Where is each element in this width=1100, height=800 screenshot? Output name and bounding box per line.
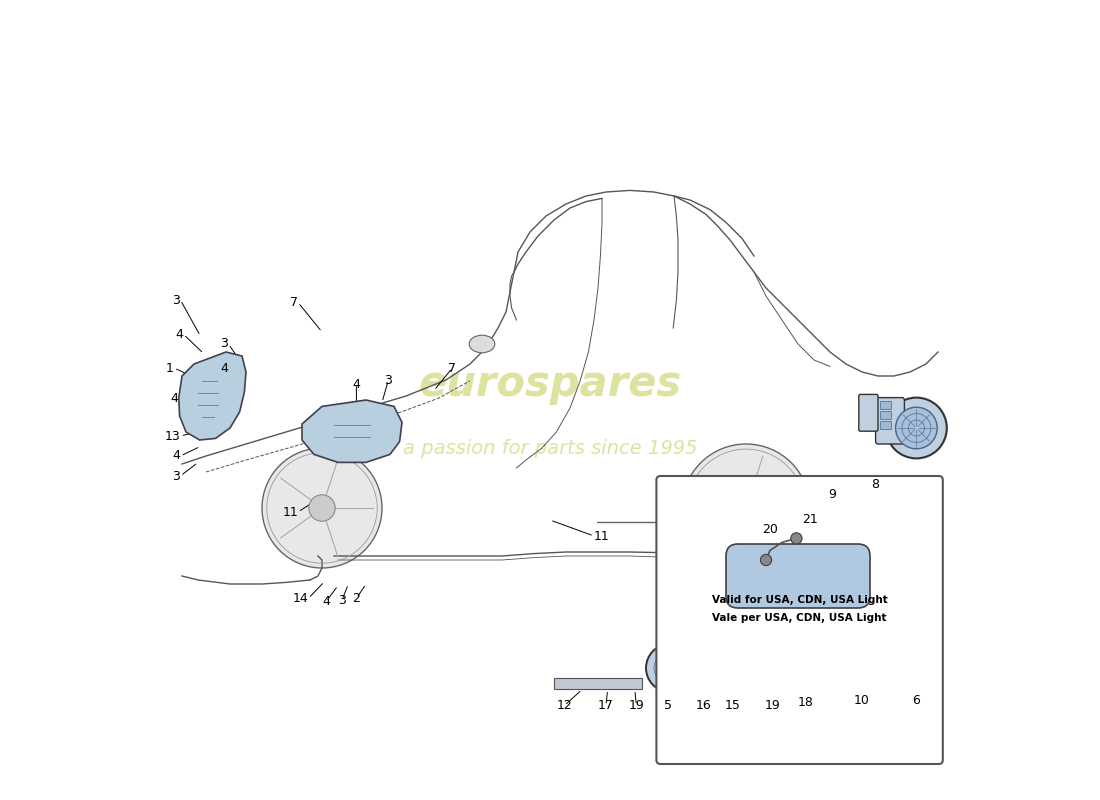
Circle shape xyxy=(760,554,771,566)
Text: 4: 4 xyxy=(220,362,229,374)
Circle shape xyxy=(886,398,947,458)
Text: 17: 17 xyxy=(598,699,614,712)
Bar xyxy=(554,678,642,689)
Text: 9: 9 xyxy=(828,488,836,501)
FancyBboxPatch shape xyxy=(876,398,904,444)
Text: 21: 21 xyxy=(802,514,818,526)
Text: 4: 4 xyxy=(322,595,330,608)
Text: 8: 8 xyxy=(871,478,880,490)
Text: 4: 4 xyxy=(170,392,178,405)
Circle shape xyxy=(682,444,810,572)
Circle shape xyxy=(791,533,802,544)
Text: 13: 13 xyxy=(165,430,180,442)
Text: 11: 11 xyxy=(283,506,298,518)
Circle shape xyxy=(732,494,760,522)
Text: 10: 10 xyxy=(854,694,870,706)
Circle shape xyxy=(262,448,382,568)
Text: 4: 4 xyxy=(173,450,180,462)
Ellipse shape xyxy=(470,335,495,353)
Polygon shape xyxy=(302,400,402,462)
FancyBboxPatch shape xyxy=(726,544,870,608)
Bar xyxy=(880,411,891,419)
Text: 3: 3 xyxy=(385,374,393,386)
Text: 16: 16 xyxy=(695,699,712,712)
Text: 4: 4 xyxy=(352,378,361,390)
FancyBboxPatch shape xyxy=(657,476,943,764)
Text: 20: 20 xyxy=(762,523,778,536)
Text: 3: 3 xyxy=(173,470,180,482)
Bar xyxy=(880,421,891,429)
Text: 3: 3 xyxy=(220,338,229,350)
Bar xyxy=(880,401,891,409)
Text: 19: 19 xyxy=(764,699,780,712)
Text: 5: 5 xyxy=(664,699,672,712)
Text: 7: 7 xyxy=(449,362,456,374)
Circle shape xyxy=(646,644,694,692)
Text: 6: 6 xyxy=(913,694,921,706)
Text: a passion for parts since 1995: a passion for parts since 1995 xyxy=(403,438,697,458)
FancyBboxPatch shape xyxy=(804,656,821,680)
Text: 7: 7 xyxy=(290,296,298,309)
Circle shape xyxy=(895,407,937,449)
Text: 3: 3 xyxy=(338,594,345,606)
Text: Valid for USA, CDN, USA Light: Valid for USA, CDN, USA Light xyxy=(712,595,888,605)
Text: 2: 2 xyxy=(352,592,361,605)
Text: 3: 3 xyxy=(173,294,180,306)
Circle shape xyxy=(309,494,336,522)
Text: 1: 1 xyxy=(166,362,174,374)
Text: Vale per USA, CDN, USA Light: Vale per USA, CDN, USA Light xyxy=(713,614,887,623)
FancyBboxPatch shape xyxy=(859,394,878,431)
Text: 14: 14 xyxy=(293,592,308,605)
Text: 19: 19 xyxy=(628,699,645,712)
Text: 11: 11 xyxy=(594,530,609,542)
Polygon shape xyxy=(179,352,246,440)
Text: 15: 15 xyxy=(725,699,740,712)
Text: 12: 12 xyxy=(557,699,572,712)
Text: 4: 4 xyxy=(176,328,184,341)
Text: 18: 18 xyxy=(799,696,814,709)
FancyBboxPatch shape xyxy=(724,650,741,678)
Text: eurospares: eurospares xyxy=(418,363,682,405)
